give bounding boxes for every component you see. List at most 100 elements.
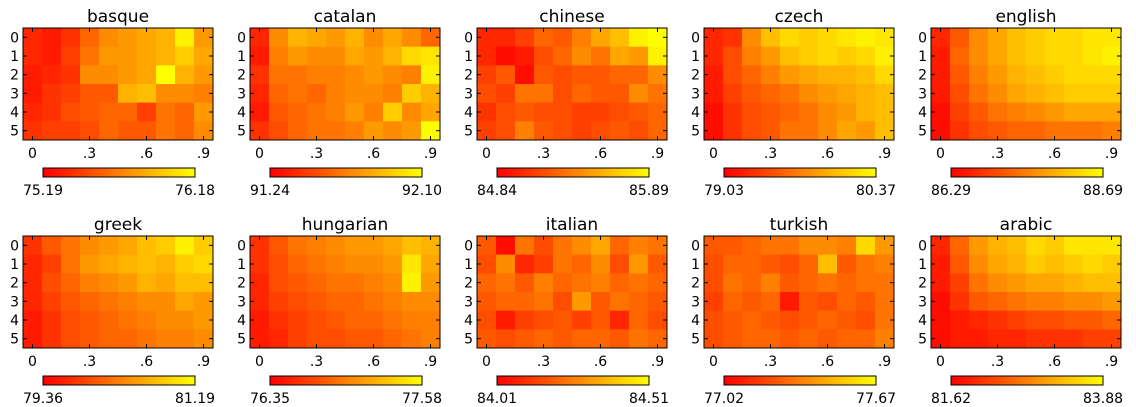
heatmap-cell: [761, 292, 781, 312]
heatmap-cell: [780, 102, 800, 122]
heatmap-cell: [1102, 310, 1122, 330]
y-tick-label: 1: [918, 49, 927, 65]
heatmap-cell: [723, 65, 743, 85]
x-tick-label: 0: [482, 146, 491, 162]
x-tick-label: .6: [821, 146, 834, 162]
colorbar-min-label: 91.24: [250, 183, 290, 199]
heatmap-cell: [950, 46, 970, 66]
heatmap-cell: [496, 46, 516, 66]
heatmap-cell: [818, 46, 838, 66]
heatmap-cell: [553, 28, 573, 48]
heatmap-cell: [1007, 310, 1027, 330]
heatmap-cell: [402, 46, 422, 66]
colorbar: [723, 375, 877, 386]
heatmap-cell: [1045, 273, 1065, 293]
heatmap-cell: [572, 28, 592, 48]
heatmap-cell: [572, 236, 592, 256]
heatmap-cell: [856, 84, 876, 104]
heatmap-cell: [515, 254, 535, 274]
heatmap-cell: [837, 84, 857, 104]
heatmap-cell: [80, 121, 100, 141]
y-tick-label: 5: [691, 124, 700, 140]
heatmap-cell: [345, 273, 365, 293]
plot-frame: [22, 235, 214, 349]
heatmap-cell: [1045, 84, 1065, 104]
heatmap-cell: [1045, 28, 1065, 48]
heatmap-cell: [288, 28, 308, 48]
panel-title: arabic: [1000, 215, 1053, 235]
heatmap-cell: [950, 84, 970, 104]
heatmap-cell: [42, 84, 62, 104]
heatmap-cell: [42, 28, 62, 48]
heatmap-cell: [364, 46, 384, 66]
y-tick-label: 2: [237, 276, 246, 292]
heatmap-cell: [1064, 84, 1084, 104]
heatmap-cell: [723, 28, 743, 48]
heatmap-cell: [326, 236, 346, 256]
heatmap-cell: [307, 102, 327, 122]
heatmap-cell: [610, 310, 630, 330]
x-tick-label: 0: [255, 354, 264, 370]
heatmap-cell: [629, 102, 649, 122]
heatmap-cell: [780, 65, 800, 85]
heatmap-cell: [364, 273, 384, 293]
heatmap-cell: [591, 84, 611, 104]
heatmap-cell: [345, 329, 365, 349]
heatmap-cell: [1045, 121, 1065, 141]
heatmap-cell: [572, 254, 592, 274]
colorbar: [269, 375, 423, 386]
heatmap-cell: [591, 329, 611, 349]
heatmap-cell: [383, 292, 403, 312]
heatmap-cell: [496, 236, 516, 256]
heatmap-cell: [1102, 273, 1122, 293]
x-tick-label: .3: [991, 146, 1004, 162]
heatmap-cell: [780, 310, 800, 330]
heatmap-cell: [875, 236, 895, 256]
heatmap-cell: [326, 310, 346, 330]
heatmap-cell: [137, 46, 157, 66]
heatmap-cell: [175, 292, 195, 312]
heatmap-cell: [250, 65, 270, 85]
heatmap-cell: [61, 28, 81, 48]
heatmap-cell: [194, 329, 214, 349]
heatmap-cell: [288, 65, 308, 85]
heatmap-cell: [156, 84, 176, 104]
heatmap-cell: [818, 102, 838, 122]
heatmap-cell: [1026, 236, 1046, 256]
heatmap-cell: [950, 65, 970, 85]
heatmap-cell: [269, 292, 289, 312]
heatmap-cell: [42, 46, 62, 66]
heatmap-cell: [496, 292, 516, 312]
y-tick-label: 4: [10, 105, 19, 121]
colorbar-min-label: 79.36: [23, 391, 63, 407]
y-tick-label: 1: [918, 257, 927, 273]
heatmap-cell: [950, 236, 970, 256]
heatmap-cell: [1026, 292, 1046, 312]
heatmap-cell: [818, 254, 838, 274]
heatmap-cell: [704, 102, 724, 122]
heatmap-cell: [704, 329, 724, 349]
heatmap-cell: [156, 254, 176, 274]
heatmap-cell: [761, 65, 781, 85]
y-tick-label: 3: [237, 294, 246, 310]
heatmap-cell: [969, 84, 989, 104]
heatmap-cell: [950, 121, 970, 141]
heatmap-cell: [23, 121, 43, 141]
heatmap-cell: [629, 254, 649, 274]
colorbar-max-label: 77.67: [856, 391, 896, 407]
heatmap-cell: [515, 121, 535, 141]
y-tick-label: 3: [10, 294, 19, 310]
heatmap-cell: [118, 329, 138, 349]
heatmap-cell: [288, 236, 308, 256]
heatmap-cell: [610, 329, 630, 349]
heatmap-cell: [496, 28, 516, 48]
heatmap-cell: [931, 292, 951, 312]
heatmap-cell: [875, 329, 895, 349]
heatmap-cell: [175, 102, 195, 122]
heatmap-cell: [572, 329, 592, 349]
heatmap-cell: [118, 65, 138, 85]
heatmap-cell: [780, 28, 800, 48]
heatmap-cell: [345, 84, 365, 104]
